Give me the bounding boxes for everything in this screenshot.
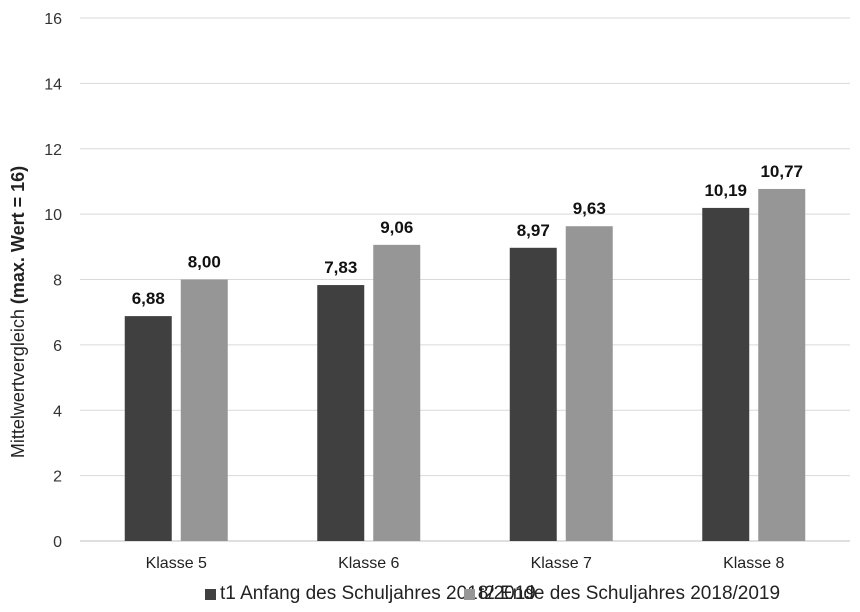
data-label: 10,77 bbox=[760, 162, 803, 181]
data-labels: 6,88 8,00 7,83 9,06 8,97 9,63 10,19 10,77 bbox=[132, 162, 803, 308]
legend-swatch-t2 bbox=[464, 588, 475, 600]
bars bbox=[124, 188, 806, 542]
legend-label-t2: t2 Ende des Schuljahres 2018/2019 bbox=[479, 583, 781, 604]
bar-t2 bbox=[373, 244, 421, 541]
y-axis-label-bold: (max. Wert = 16) bbox=[8, 166, 28, 304]
bar-t1 bbox=[702, 207, 750, 541]
y-tick-label: 16 bbox=[44, 11, 62, 28]
data-label: 9,63 bbox=[573, 199, 606, 218]
bar-t1 bbox=[317, 285, 365, 541]
y-tick-label: 4 bbox=[53, 403, 62, 420]
bar-t1 bbox=[124, 316, 172, 541]
data-label: 9,06 bbox=[380, 218, 413, 237]
data-label: 8,97 bbox=[517, 221, 550, 240]
y-axis-label: Mittelwertvergleich (max. Wert = 16) bbox=[8, 166, 28, 458]
y-axis-label-normal: Mittelwertvergleich bbox=[8, 304, 28, 458]
y-tick-label: 14 bbox=[44, 76, 62, 93]
x-axis-categories: Klasse 5 Klasse 6 Klasse 7 Klasse 8 bbox=[146, 555, 785, 572]
x-category-label: Klasse 7 bbox=[531, 555, 592, 572]
y-tick-label: 8 bbox=[53, 273, 62, 290]
bar-t2 bbox=[565, 226, 613, 542]
data-label: 10,19 bbox=[704, 181, 747, 200]
y-tick-label: 2 bbox=[53, 469, 62, 486]
bar-t2 bbox=[758, 188, 806, 541]
bar-t2 bbox=[180, 279, 228, 541]
legend-swatch-t1 bbox=[205, 588, 216, 600]
y-tick-label: 6 bbox=[53, 338, 62, 355]
legend-item-t1: t1 Anfang des Schuljahres 2018/2019 bbox=[205, 583, 536, 605]
data-label: 6,88 bbox=[132, 289, 165, 308]
legend: t1 Anfang des Schuljahres 2018/2019 t2 E… bbox=[0, 583, 860, 607]
data-label: 7,83 bbox=[324, 258, 357, 277]
data-label: 8,00 bbox=[188, 253, 221, 272]
y-tick-label: 12 bbox=[44, 142, 62, 159]
y-axis-ticks: 0 2 4 6 8 10 12 14 16 bbox=[44, 11, 62, 551]
y-tick-label: 0 bbox=[53, 534, 62, 551]
legend-item-t2: t2 Ende des Schuljahres 2018/2019 bbox=[464, 583, 780, 605]
legend-label-t1: t1 Anfang des Schuljahres 2018/2019 bbox=[220, 583, 536, 604]
y-tick-label: 10 bbox=[44, 207, 62, 224]
bar-chart: 0 2 4 6 8 10 12 14 16 6,88 8,00 7,83 9,06 8,97 9,63 10… bbox=[8, 11, 850, 572]
x-category-label: Klasse 5 bbox=[146, 555, 207, 572]
x-category-label: Klasse 8 bbox=[723, 555, 784, 572]
bar-t1 bbox=[509, 247, 557, 541]
x-category-label: Klasse 6 bbox=[338, 555, 399, 572]
